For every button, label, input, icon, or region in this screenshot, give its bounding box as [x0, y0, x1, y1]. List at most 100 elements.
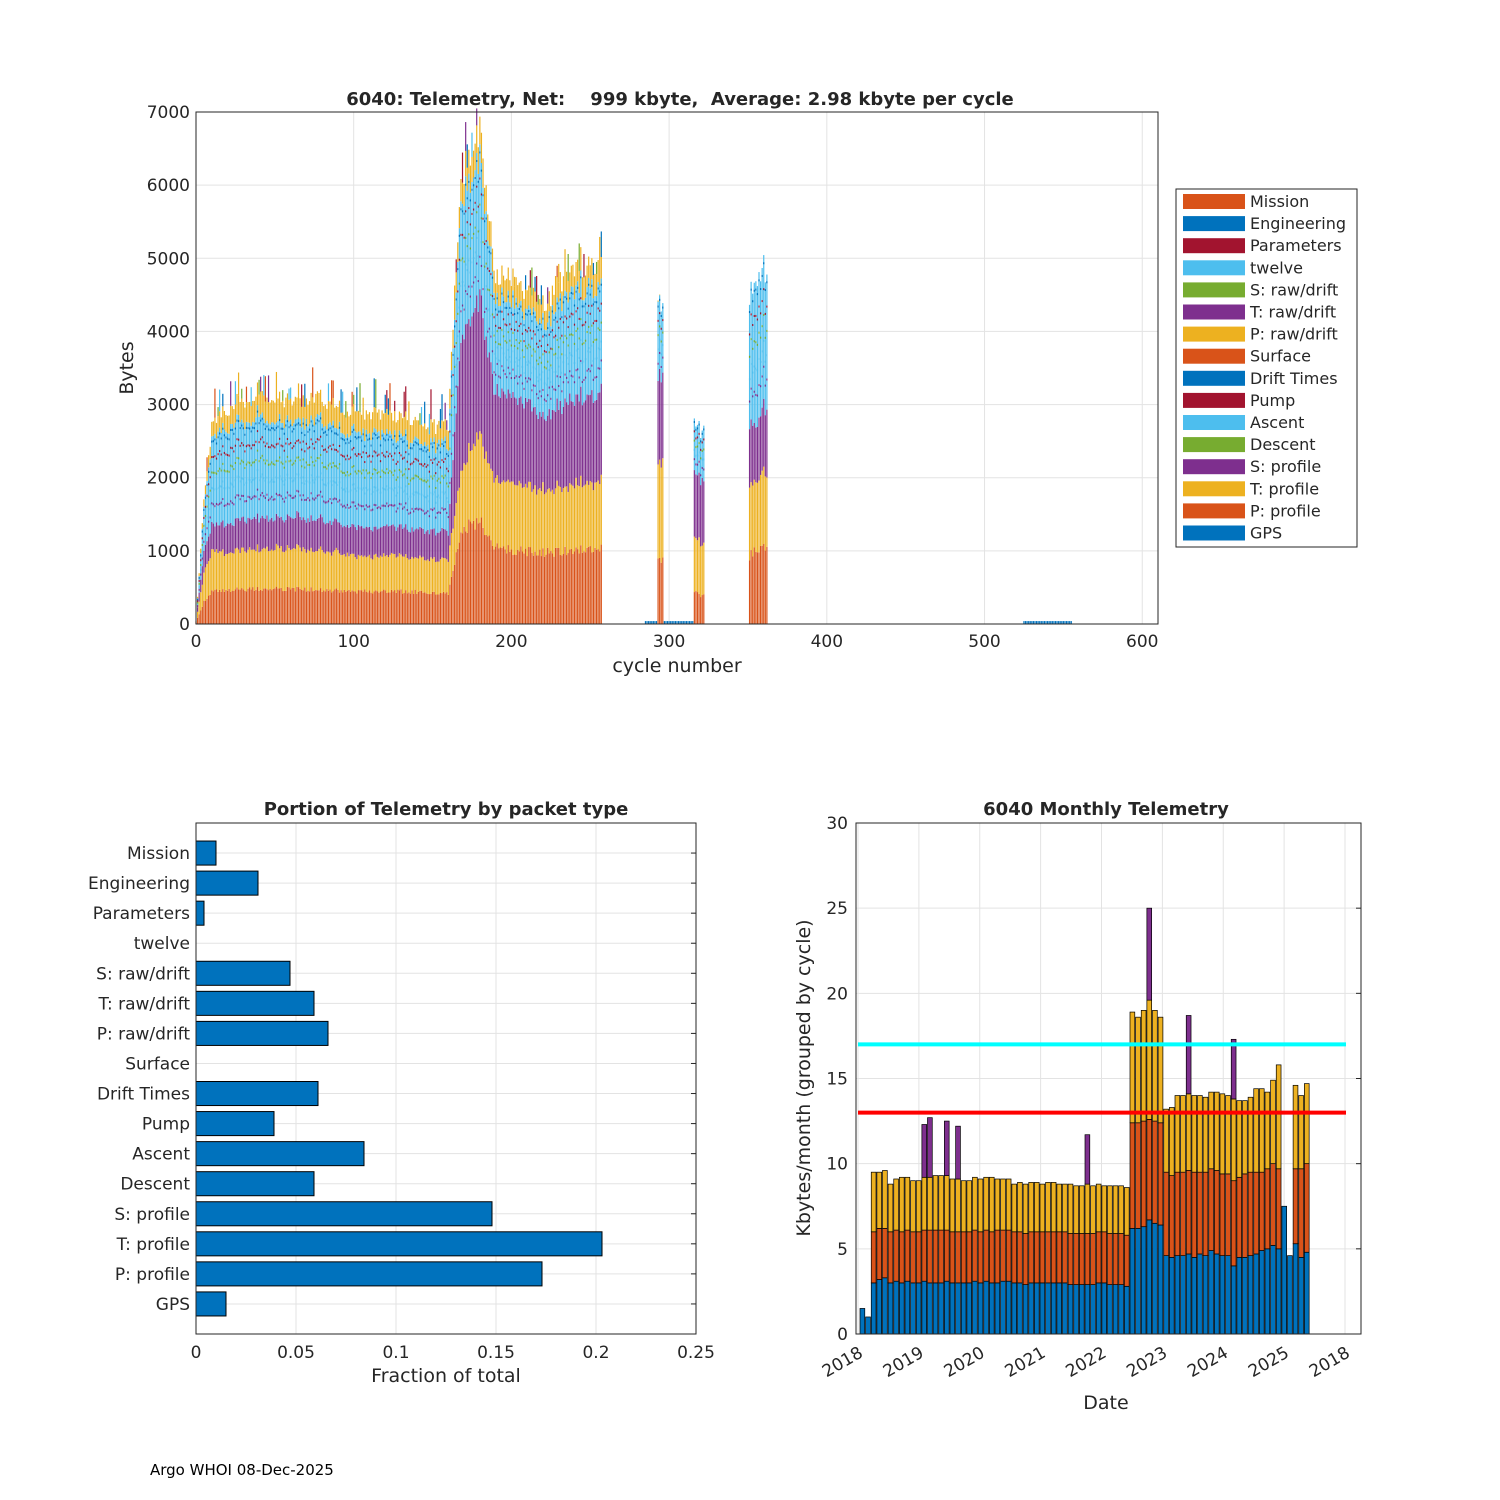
bar-segment — [457, 386, 459, 491]
bar-segment — [545, 330, 547, 421]
bar-segment — [539, 373, 541, 376]
bar-segment — [581, 381, 583, 384]
bar-segment — [296, 489, 298, 492]
bar-segment — [261, 473, 263, 476]
bar-segment — [263, 423, 265, 426]
br-x-label: Date — [1083, 1392, 1128, 1414]
bar-segment — [215, 487, 218, 490]
bar-segment — [222, 406, 224, 423]
bar-segment — [442, 557, 445, 592]
bar-segment — [305, 418, 307, 523]
bar-segment — [280, 546, 282, 588]
cycle-bar — [518, 282, 520, 624]
bar-segment — [748, 400, 751, 403]
bar-segment — [342, 527, 344, 555]
bar-segment — [239, 520, 241, 554]
bl-y-tick-label: Surface — [125, 1054, 190, 1074]
bar-segment — [548, 553, 550, 624]
month-bar-segment — [1191, 1171, 1198, 1258]
bar-segment — [313, 520, 315, 553]
bl-bar — [195, 1261, 543, 1287]
bar-segment — [378, 592, 380, 624]
bar-segment — [444, 419, 446, 437]
bar-segment — [241, 398, 243, 420]
month-bar-segment — [977, 1282, 984, 1335]
bar-segment — [400, 486, 402, 489]
month-bar-segment — [1056, 1183, 1063, 1233]
bar-segment — [411, 492, 413, 495]
bar-segment — [468, 233, 470, 236]
bar-segment — [659, 351, 661, 354]
bar-segment — [338, 463, 341, 466]
bar-segment — [372, 473, 374, 476]
bar-segment — [242, 444, 244, 447]
bar-segment — [211, 440, 213, 443]
bar-segment — [528, 481, 530, 548]
bar-segment — [580, 545, 582, 624]
month-bar-segment — [1101, 1282, 1108, 1335]
bar-segment — [495, 341, 497, 344]
month-bar-segment — [1163, 1108, 1169, 1173]
bar-segment — [562, 295, 565, 407]
month-bar-segment — [904, 1229, 911, 1282]
bar-segment — [351, 448, 353, 451]
bar-segment — [360, 414, 363, 436]
bar-segment — [362, 451, 364, 454]
bar-segment — [550, 347, 552, 350]
legend-label: Descent — [1250, 435, 1316, 454]
bar-segment — [454, 432, 456, 516]
bar-segment — [562, 341, 565, 344]
bar-segment — [496, 362, 498, 365]
cycle-bar — [310, 392, 312, 624]
bar-segment — [261, 412, 263, 516]
bar-segment — [553, 314, 555, 411]
bar-segment — [348, 506, 350, 509]
bar-segment — [436, 512, 438, 515]
bar-segment — [454, 325, 456, 328]
bar-segment — [413, 420, 415, 440]
bar-segment — [521, 349, 524, 352]
bar-segment — [217, 503, 219, 506]
bar-segment — [252, 479, 254, 482]
bar-segment — [583, 253, 585, 278]
bar-segment — [413, 444, 415, 447]
month-bar-segment — [1017, 1282, 1023, 1335]
bar-segment — [556, 320, 558, 323]
bar-segment — [249, 518, 251, 548]
month-bar — [1163, 1108, 1169, 1335]
bar-segment — [249, 427, 251, 430]
month-bar — [1135, 1016, 1141, 1335]
bar-segment — [534, 291, 536, 312]
bar-segment — [442, 591, 445, 624]
bar-segment — [687, 621, 689, 624]
bar-segment — [255, 518, 257, 552]
bar-segment — [228, 588, 230, 624]
bar-segment — [395, 530, 397, 558]
bar-segment — [386, 468, 388, 471]
bar-segment — [469, 271, 472, 274]
bar-segment — [242, 478, 244, 481]
bar-segment — [703, 542, 705, 595]
bar-segment — [233, 432, 235, 435]
bar-segment — [342, 391, 344, 413]
bar-segment — [237, 549, 240, 590]
bar-segment — [461, 182, 464, 204]
bar-segment — [252, 444, 254, 447]
bar-segment — [528, 398, 530, 482]
bar-segment — [212, 435, 214, 524]
bar-segment — [315, 417, 317, 522]
bar-segment — [288, 421, 290, 517]
bar-segment — [755, 552, 757, 624]
month-bar-segment — [1247, 1255, 1254, 1335]
bar-segment — [584, 275, 587, 298]
bar-segment — [272, 480, 274, 483]
bar-segment — [536, 325, 538, 328]
bar-segment — [465, 150, 467, 177]
bar-segment — [532, 489, 535, 556]
month-bar — [994, 1178, 1001, 1335]
bar-segment — [236, 414, 238, 519]
bar-segment — [267, 551, 270, 591]
cycle-bar — [277, 398, 279, 624]
bar-segment — [488, 221, 490, 246]
